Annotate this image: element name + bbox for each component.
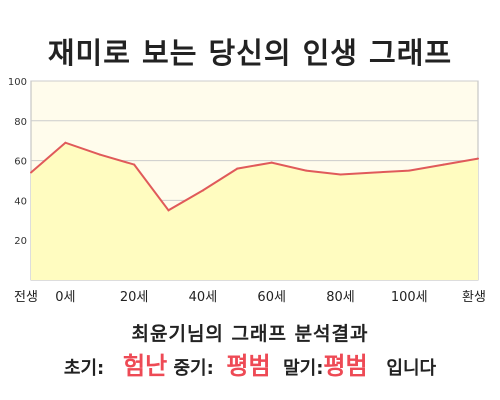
x-tick-label: 80세 (326, 290, 355, 305)
y-tick-label: 60 (14, 157, 27, 168)
data-point (373, 171, 376, 174)
result-title: 최윤기님의 그래프 분석결과 (131, 323, 369, 345)
late-label: 말기: (283, 358, 324, 379)
x-tick-label: 100세 (391, 290, 428, 305)
early-value: 험난 (123, 352, 168, 380)
result-line: 초기: 험난 중기: 평범 말기:평범 입니다 (0, 346, 500, 381)
data-point (339, 173, 342, 176)
data-point (64, 141, 67, 144)
x-tick-label: 20세 (120, 290, 149, 305)
y-tick-label: 100 (8, 77, 27, 88)
mid-value: 평범 (226, 352, 271, 380)
data-point (408, 169, 411, 172)
data-point (30, 171, 32, 174)
late-value: 평범 (323, 352, 368, 380)
data-point (442, 163, 445, 166)
chart-title: 재미로 보는 당신의 인생 그래프 (47, 36, 453, 70)
data-point (236, 167, 239, 170)
y-tick-label: 20 (14, 236, 27, 247)
x-tick-label: 환생 (462, 290, 486, 305)
data-points (30, 141, 479, 212)
y-tick-label: 80 (14, 117, 27, 128)
data-point (167, 209, 170, 212)
x-tick-label: 0세 (55, 290, 75, 305)
data-point (133, 163, 136, 166)
x-axis-ticks: 전생 0세 20세 40세 60세 80세 100세 환생 (14, 290, 486, 305)
early-label: 초기: (63, 358, 105, 379)
y-tick-label: 40 (14, 196, 27, 207)
mid-label: 중기: (173, 358, 214, 379)
x-tick-label: 60세 (257, 290, 286, 305)
result-suffix: 입니다 (386, 358, 437, 379)
data-point (98, 153, 101, 156)
data-point (201, 189, 204, 192)
data-point (477, 157, 479, 160)
life-line (30, 141, 479, 212)
x-tick-label: 40세 (189, 290, 218, 305)
data-point (305, 169, 308, 172)
y-axis-ticks: 20 40 60 80 100 (8, 77, 27, 247)
x-tick-label: 전생 (14, 290, 38, 305)
data-point (270, 161, 273, 164)
